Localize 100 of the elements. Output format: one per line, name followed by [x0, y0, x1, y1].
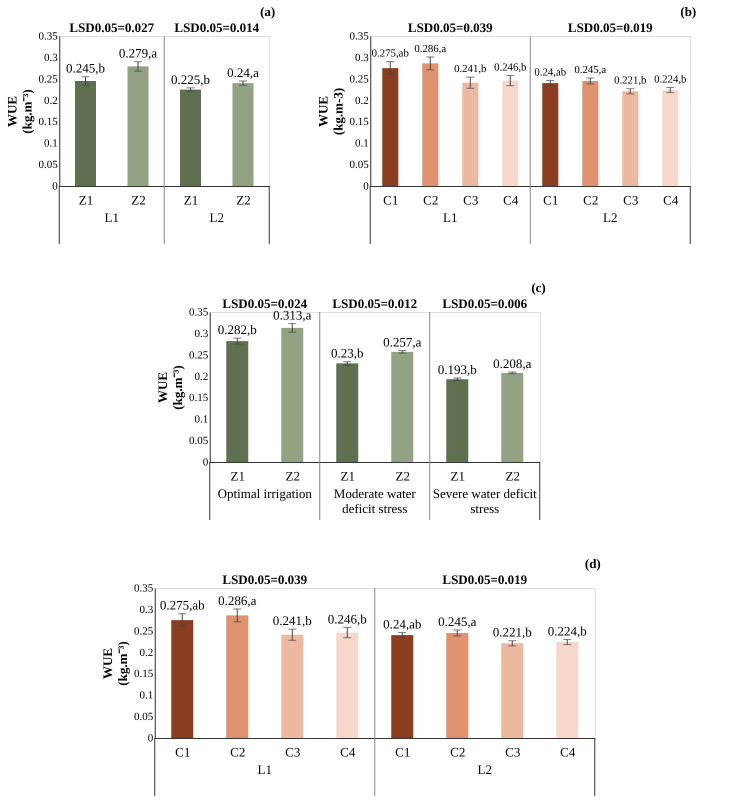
y-tick-label: 0.25 [38, 73, 58, 86]
y-axis-title: WUE (kg.m-3) [316, 88, 346, 136]
x-tick-label: C1 [383, 192, 398, 208]
x-tick-label: C2 [230, 744, 246, 760]
y-tick-label: 0 [52, 180, 58, 192]
x-tick-label: Z1 [340, 468, 355, 484]
y-tick-label: 0.25 [134, 625, 154, 638]
y-axis-title: WUE (kg.m⁻³) [100, 641, 130, 686]
y-tick-label: 0.35 [134, 582, 154, 594]
data-label: 0.245,a [574, 64, 606, 76]
x-tick-label: Z2 [506, 468, 520, 484]
y-tick-label: 0.2 [44, 94, 58, 107]
data-label: 0.193,b [438, 362, 477, 377]
x-tick-label: C4 [663, 192, 679, 208]
y-tick-label: 0 [148, 732, 154, 744]
y-tick-label: 0.05 [350, 159, 370, 172]
x-tick-label: Z1 [230, 468, 245, 484]
x-tick-label: C1 [543, 192, 558, 208]
data-label: 0.24,a [227, 65, 260, 80]
y-tick-label: 0.15 [134, 668, 154, 680]
text: Moderate water deficit stress [334, 486, 416, 516]
y-tick-label: 0.3 [355, 52, 370, 64]
text: LSD0.05=0.019 [568, 20, 654, 35]
data-label: 0.208,a [493, 356, 532, 371]
y-tick-label: 0.2 [140, 646, 154, 659]
text: LSD0.05=0.019 [442, 572, 528, 587]
text: LSD0.05=0.039 [408, 20, 494, 35]
y-tick-label: 0.1 [44, 138, 58, 150]
x-tick-label: Z1 [184, 192, 198, 208]
x-tick-label: C4 [560, 744, 576, 760]
y-tick-label: 0.2 [355, 94, 369, 107]
text: LSD0.05=0.006 [442, 296, 528, 311]
x-tick-label: Z1 [78, 192, 94, 208]
x-tick-label: Z2 [236, 192, 251, 208]
x-tick-label: Z2 [396, 468, 410, 484]
data-label: 0.224,b [548, 623, 587, 638]
data-label: 0.224,b [654, 73, 686, 86]
y-tick-label: 0.15 [350, 116, 370, 128]
x-tick-label: C1 [175, 744, 190, 760]
text: L1 [258, 762, 272, 777]
data-label: 0.23,b [331, 346, 364, 361]
y-tick-label: 0.2 [194, 370, 208, 383]
data-label: 0.221,b [492, 624, 532, 640]
y-tick-label: 0.35 [350, 30, 370, 42]
data-label: 0.279,a [118, 46, 158, 61]
y-tick-label: 0.05 [38, 159, 58, 172]
data-label: 0.257,a [383, 334, 422, 350]
data-label: 0.286,a [218, 593, 257, 608]
y-tick-label: 0.3 [44, 52, 58, 64]
y-tick-label: 0.3 [194, 328, 209, 340]
text: L2 [210, 210, 224, 225]
data-label: 0.286,a [414, 43, 446, 55]
chart-title: (b) [680, 4, 696, 19]
data-label: 0.282,b [218, 322, 257, 338]
y-tick-label: 0 [202, 456, 209, 468]
text: L1 [104, 210, 119, 225]
x-tick-label: C2 [583, 192, 598, 208]
y-tick-label: 0.15 [38, 116, 58, 128]
x-tick-label: C3 [285, 744, 300, 760]
x-tick-label: C3 [623, 192, 638, 208]
chart-title: (a) [260, 4, 276, 19]
data-label: 0.245,a [438, 614, 477, 629]
x-tick-label: C2 [450, 744, 466, 760]
chart-title: (c) [531, 280, 546, 295]
y-tick-label: 0.3 [140, 604, 154, 616]
y-tick-label: 0.05 [134, 711, 154, 724]
text: LSD0.05=0.039 [222, 572, 308, 587]
data-label: 0.24,ab [534, 66, 566, 79]
y-tick-label: 0.35 [38, 30, 58, 42]
text: LSD0.05=0.014 [174, 20, 260, 35]
x-tick-label: C2 [423, 192, 438, 208]
x-tick-label: Z2 [286, 468, 300, 484]
x-tick-label: C4 [340, 744, 356, 760]
data-label: 0.221,b [614, 74, 646, 87]
y-tick-label: 0.1 [355, 138, 369, 150]
text: L2 [603, 210, 618, 225]
y-tick-label: 0.25 [350, 73, 370, 86]
data-label: 0.225,b [171, 72, 210, 87]
y-tick-label: 0 [363, 180, 370, 192]
y-tick-label: 0.05 [189, 435, 209, 448]
text: LSD0.05=0.027 [69, 20, 155, 35]
data-label: 0.275,ab [160, 598, 205, 613]
x-tick-label: Z2 [131, 192, 146, 208]
y-tick-label: 0.1 [194, 414, 208, 426]
text: LSD0.05=0.012 [332, 296, 418, 311]
y-tick-label: 0.15 [189, 392, 209, 404]
data-label: 0.241,b [272, 613, 312, 628]
x-tick-label: C3 [463, 192, 478, 208]
data-label: 0.24,ab [383, 616, 422, 632]
x-tick-label: Z1 [450, 468, 465, 484]
data-label: 0.275,ab [372, 48, 409, 60]
data-label: 0.241,b [454, 63, 486, 76]
x-tick-label: C3 [505, 744, 520, 760]
text: Optimal irrigation [218, 486, 312, 501]
data-label: 0.245,b [66, 60, 105, 76]
y-tick-label: 0.25 [189, 349, 209, 362]
text: L2 [478, 762, 492, 777]
text: L1 [443, 210, 458, 225]
data-label: 0.246,b [328, 611, 367, 626]
y-tick-label: 0.35 [189, 306, 209, 318]
